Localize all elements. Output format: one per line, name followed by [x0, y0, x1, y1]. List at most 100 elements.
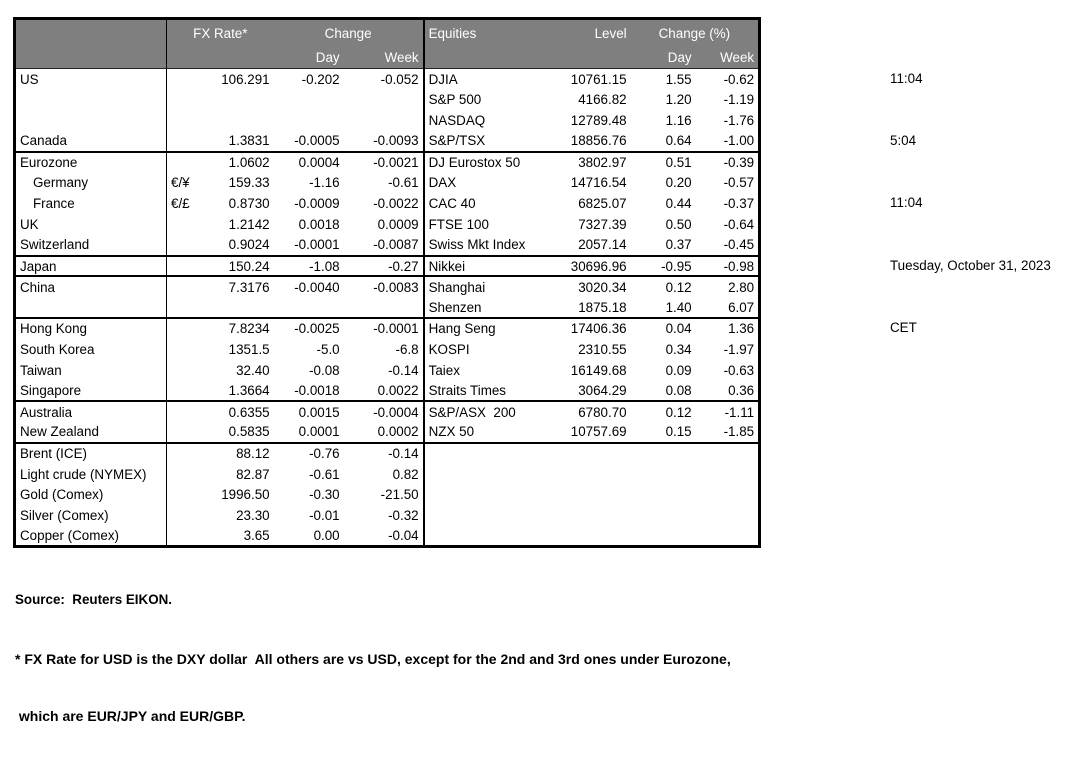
equity-name-cell: Shanghai [422, 275, 551, 298]
equity-name-cell: S&P/ASX 200 [422, 400, 551, 423]
fx-day-cell: 0.0018 [298, 216, 340, 232]
fx-day-header: Day [273, 47, 344, 69]
fx-day-cell: -1.08 [273, 254, 344, 277]
fx-country-cell: Germany [33, 175, 89, 191]
equity-name-cell: FTSE 100 [422, 214, 551, 235]
fx-pair-cell [165, 275, 194, 298]
equity-level-cell: 17406.36 [550, 317, 631, 339]
fx-pair-cell [165, 422, 194, 443]
clock-date: Tuesday, October 31, 2023 [890, 257, 1051, 273]
equity-name-cell: Hang Seng [422, 317, 551, 339]
source-line: Source: Reuters EIKON. [15, 592, 173, 607]
table-row: Gold (Comex) 1996.50 -0.30 -21.50 [15, 484, 760, 506]
fx-country-cell: Silver (Comex) [20, 508, 109, 524]
equity-level-cell: 3802.97 [550, 150, 631, 173]
fx-week-cell: -0.0083 [343, 275, 424, 298]
equity-week-cell: -0.62 [723, 71, 755, 87]
equity-day-cell: 0.44 [665, 196, 692, 212]
footnote-line-1: * FX Rate for USD is the DXY dollar All … [15, 651, 731, 667]
equity-week-cell: -1.19 [723, 92, 755, 108]
equities-subheader [422, 47, 551, 69]
fx-week-cell: -0.14 [388, 362, 419, 378]
equity-name-cell: Taiex [422, 359, 551, 381]
fx-country-subheader [14, 47, 167, 69]
equity-name-cell [422, 526, 551, 547]
fx-rate-cell [194, 297, 274, 318]
fx-rate-cell: 106.291 [221, 71, 270, 87]
fx-day-cell: -0.202 [301, 71, 340, 87]
fx-country-cell: New Zealand [20, 424, 99, 440]
fx-pair-cell [165, 505, 194, 527]
table-row: Taiwan 32.40 -0.08 -0.14 Taiex 16149.68 … [15, 359, 760, 381]
equity-day-cell: 0.09 [665, 362, 692, 378]
table-row: Silver (Comex) 23.30 -0.01 -0.32 [15, 505, 760, 527]
equity-day-cell [631, 505, 696, 526]
fx-pair-cell [165, 254, 194, 277]
equity-name-cell: Nikkei [422, 254, 551, 277]
equity-day-cell: 0.51 [630, 150, 696, 173]
fx-pair-cell [165, 359, 194, 381]
fx-week-cell: -0.0093 [373, 133, 419, 149]
fx-pair-cell [165, 317, 194, 339]
equity-level-cell [550, 441, 631, 464]
equity-level-cell: 18856.76 [570, 133, 627, 149]
fx-pair-cell [165, 234, 194, 256]
equity-level-cell [551, 484, 631, 505]
table-row: NASDAQ 12789.48 1.16 -1.76 [15, 110, 760, 131]
equity-week-cell: -0.37 [723, 196, 755, 212]
fx-rate-cell: 7.3176 [193, 275, 274, 298]
equity-week-cell: -0.98 [695, 254, 760, 277]
equity-level-cell: 10757.69 [570, 424, 627, 440]
table-row: Eurozone 1.0602 0.0004 -0.0021 DJ Eurost… [14, 150, 760, 173]
fx-week-cell [344, 297, 424, 318]
equity-level-cell: 7327.39 [578, 216, 627, 232]
fx-pair-cell: €/£ [165, 193, 194, 215]
equity-week-cell: -1.00 [723, 133, 755, 149]
equity-level-cell: 10761.15 [570, 71, 627, 87]
equity-name-cell [422, 484, 551, 506]
equity-level-cell: 14716.54 [570, 175, 627, 191]
equity-day-cell: 0.50 [665, 216, 692, 232]
fx-pair-cell [165, 484, 194, 506]
fx-rate-cell: 0.8730 [228, 196, 270, 212]
fx-week-cell [344, 110, 424, 131]
equity-level-cell [551, 526, 631, 547]
table-row: China 7.3176 -0.0040 -0.0083 Shanghai 30… [14, 275, 760, 298]
footnote-line-2: which are EUR/JPY and EUR/GBP. [15, 707, 246, 724]
equity-name-cell [422, 441, 551, 464]
equity-level-cell: 2057.14 [578, 237, 627, 253]
fx-change-header: Change [273, 18, 424, 48]
fx-country-cell: Brent (ICE) [14, 441, 167, 464]
fx-week-cell: -0.0022 [373, 196, 419, 212]
equity-day-cell: 1.55 [665, 71, 692, 87]
equity-day-cell [631, 464, 696, 485]
fx-week-cell: -21.50 [380, 487, 419, 503]
fx-rate-cell: 0.5835 [228, 424, 270, 440]
equity-day-cell: 0.64 [665, 133, 692, 149]
fx-country-cell [15, 89, 167, 110]
equity-name-cell: S&P 500 [422, 89, 551, 111]
table-row: US 106.291 -0.202 -0.052 DJIA 10761.15 1… [15, 68, 760, 90]
equity-day-cell: 1.20 [665, 92, 692, 108]
fx-day-cell: 0.0004 [273, 150, 344, 173]
fx-rate-cell: 1996.50 [221, 487, 270, 503]
equity-day-cell [631, 484, 696, 505]
equities-week-header: Week [695, 47, 760, 69]
equity-level-cell: 12789.48 [570, 112, 627, 128]
table-row: Light crude (NYMEX) 82.87 -0.61 0.82 [15, 463, 760, 485]
equity-level-cell: 6780.70 [550, 400, 631, 423]
equity-week-cell: 0.36 [728, 382, 755, 398]
fx-day-cell: -0.0018 [294, 382, 340, 398]
equity-level-cell: 30696.96 [550, 254, 631, 277]
equity-name-cell: S&P/TSX [422, 130, 551, 152]
table-row: Shenzen 1875.18 1.40 6.07 [15, 297, 760, 319]
fx-rate-cell: 159.33 [228, 175, 270, 191]
equities-level-subheader [550, 47, 631, 69]
equity-week-cell [696, 464, 760, 485]
fx-week-cell: 0.0022 [377, 382, 419, 398]
fx-country-header [14, 18, 167, 48]
equity-name-cell: NZX 50 [422, 422, 551, 443]
equity-day-cell: 0.20 [665, 175, 692, 191]
fx-rate-cell: 82.87 [236, 466, 270, 482]
equity-level-cell: 2310.55 [578, 341, 627, 357]
